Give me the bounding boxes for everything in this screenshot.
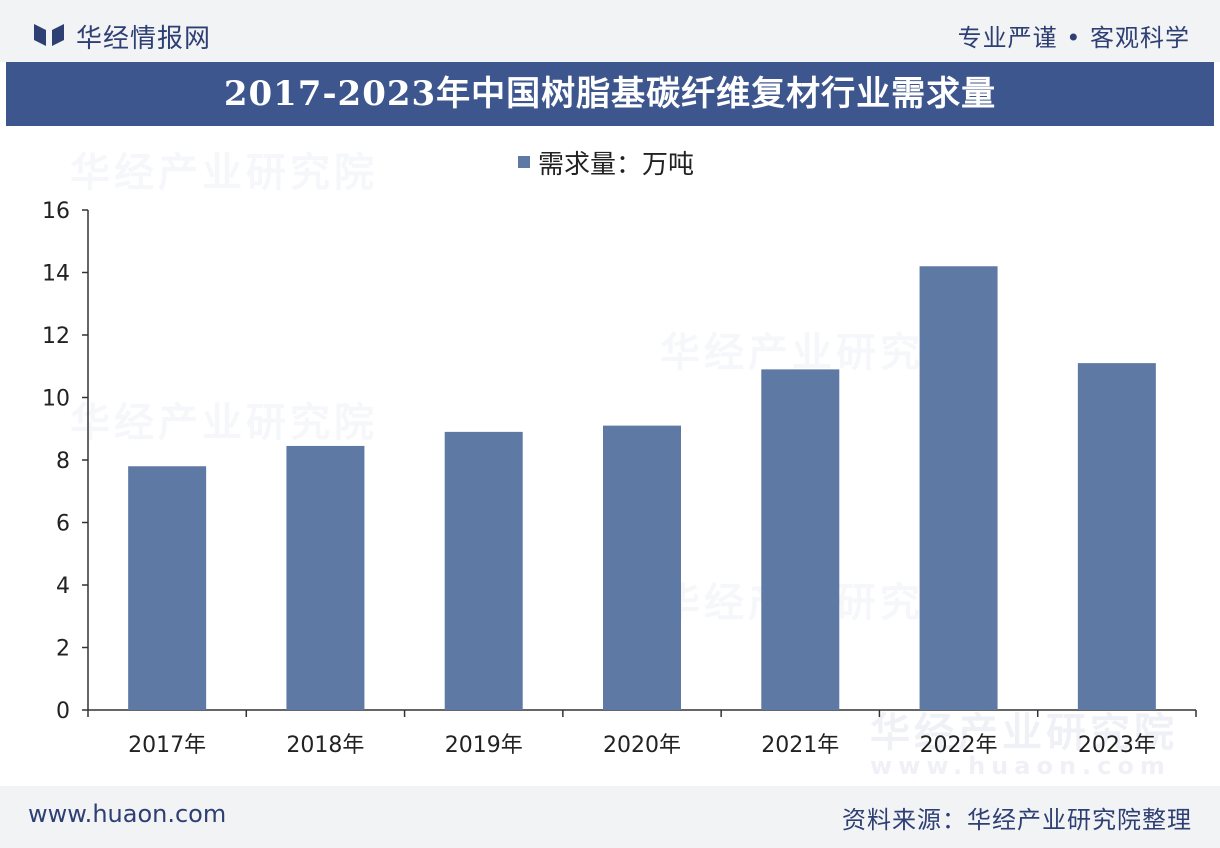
footer-bar: www.huaon.com 资料来源：华经产业研究院整理 xyxy=(0,786,1220,848)
footer-source: 资料来源：华经产业研究院整理 xyxy=(842,806,1192,834)
bar-chart: 0 2 4 6 8 10 12 14 16 2017年 2018年 2019年 2020年 2021年 20… xyxy=(42,199,1197,758)
y-tick-label: 10 xyxy=(42,387,70,412)
x-tick-label: 2019年 xyxy=(445,733,523,758)
x-tick-label: 2018年 xyxy=(286,733,364,758)
x-tick-label: 2023年 xyxy=(1078,733,1156,758)
bar xyxy=(286,445,365,710)
header-bar: 华经情报网 专业严谨 • 客观科学 xyxy=(0,0,1220,62)
chart-legend: 需求量：万吨 xyxy=(518,144,694,180)
x-tick-label: 2022年 xyxy=(920,733,998,758)
bar xyxy=(1077,363,1156,710)
y-tick-label: 12 xyxy=(42,324,70,349)
x-tick-label: 2017年 xyxy=(128,733,206,758)
y-tick-label: 16 xyxy=(42,199,70,224)
legend-swatch xyxy=(518,156,530,168)
chart-title: 2017-2023年中国树脂基碳纤维复材行业需求量 xyxy=(223,74,997,114)
x-tick-label: 2021年 xyxy=(761,733,839,758)
title-band: 2017-2023年中国树脂基碳纤维复材行业需求量 xyxy=(6,62,1214,126)
footer-site: www.huaon.com xyxy=(28,800,227,828)
y-tick-label: 0 xyxy=(56,699,70,724)
y-tick-label: 14 xyxy=(42,262,70,287)
y-tick-label: 6 xyxy=(56,512,70,537)
bar xyxy=(444,431,523,710)
legend-label: 需求量：万吨 xyxy=(538,149,695,180)
bar xyxy=(603,425,681,710)
y-tick-label: 8 xyxy=(56,449,70,474)
slogan: 专业严谨 • 客观科学 xyxy=(957,24,1190,52)
bar xyxy=(761,369,840,710)
y-tick-label: 4 xyxy=(56,574,70,599)
x-tick-label: 2020年 xyxy=(603,733,681,758)
huajing-logo-icon xyxy=(34,24,64,46)
bar xyxy=(919,266,998,710)
bar xyxy=(128,466,207,710)
brand-name: 华经情报网 xyxy=(76,24,212,54)
y-tick-label: 2 xyxy=(56,637,70,662)
